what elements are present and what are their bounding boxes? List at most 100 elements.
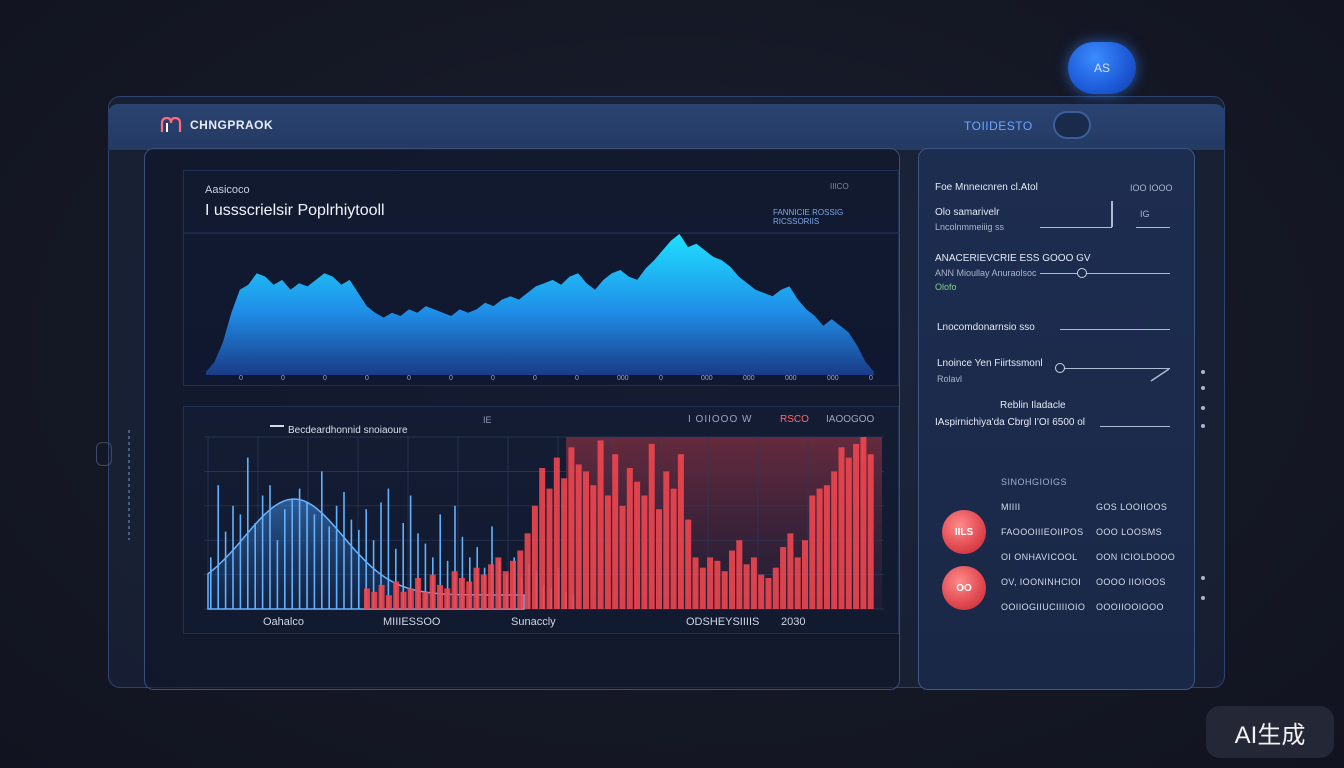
badge-avatar-1-label: IILS bbox=[954, 526, 974, 538]
bar-blue bbox=[269, 485, 271, 609]
row-right: OON ICIOLDOOO bbox=[1096, 552, 1176, 562]
side-item4-title: Lnoince Yen Fiirtssmonl bbox=[937, 358, 1043, 369]
bar-red bbox=[823, 485, 830, 609]
bar-red bbox=[480, 574, 487, 609]
bar-red bbox=[561, 478, 568, 609]
row-left: OOIIOGIIUCIIIIOIO bbox=[1001, 602, 1086, 612]
chart1-title: I ussscrielsir Poplrhiytooll bbox=[205, 202, 385, 219]
x-tick-label: 0 bbox=[533, 375, 537, 382]
bar-red bbox=[677, 454, 684, 609]
side-item5-title: Reblin Iladacle bbox=[1000, 400, 1066, 411]
slider-track[interactable] bbox=[1060, 329, 1170, 330]
slider-track[interactable] bbox=[1136, 227, 1170, 228]
bar-red bbox=[400, 591, 407, 609]
x-tick-label: 000 bbox=[827, 375, 839, 382]
bar-red bbox=[816, 488, 823, 609]
bar-red bbox=[415, 578, 422, 609]
bar-blue bbox=[350, 519, 353, 609]
bar-red bbox=[502, 571, 509, 609]
bar-red bbox=[553, 457, 560, 609]
chart2-right-red[interactable]: RSCO bbox=[780, 414, 809, 425]
side-item1-sub: Lncolnmmeiiig ss bbox=[935, 222, 1005, 232]
bar-red bbox=[721, 571, 728, 609]
bar-red bbox=[531, 505, 538, 609]
brand-logo-icon bbox=[160, 117, 182, 132]
footer-label-5: 2030 bbox=[781, 616, 806, 628]
bar-blue bbox=[439, 514, 441, 609]
side-header-left: Foe Mnneıcnren cl.Atol bbox=[935, 182, 1038, 193]
bar-red bbox=[495, 557, 502, 609]
bar-red bbox=[831, 471, 838, 609]
bar-blue bbox=[328, 526, 330, 609]
side-item1-value: IG bbox=[1140, 209, 1150, 219]
right-rail-dots bbox=[1201, 370, 1205, 600]
bar-red bbox=[583, 471, 589, 609]
bar-red bbox=[714, 560, 721, 609]
badge-avatar-2[interactable]: OO bbox=[942, 566, 986, 610]
bar-blue bbox=[284, 509, 286, 609]
bar-red bbox=[670, 488, 677, 609]
bar-blue bbox=[210, 557, 212, 609]
bar-red bbox=[794, 557, 801, 609]
rail-icon[interactable] bbox=[96, 442, 112, 466]
bar-blue bbox=[224, 531, 227, 609]
side-item5-sub: IAspirnichiya'da Cbrgl I'OI 6500 ol bbox=[935, 417, 1086, 428]
bar-red bbox=[364, 588, 370, 609]
footer-label-1: Oahalco bbox=[263, 616, 304, 628]
header-bar bbox=[108, 104, 1225, 150]
header-toggle[interactable] bbox=[1053, 111, 1091, 139]
bar-blue bbox=[335, 505, 338, 609]
chart-bar-panel bbox=[183, 406, 899, 634]
bar-red bbox=[604, 495, 611, 609]
bar-red bbox=[634, 481, 641, 609]
bar-red bbox=[736, 540, 743, 609]
row-right: GOS LOOIIOOS bbox=[1096, 502, 1168, 512]
slider-knob[interactable] bbox=[1055, 363, 1065, 373]
bar-red bbox=[743, 564, 750, 609]
bar-red bbox=[699, 567, 706, 609]
slider-knob[interactable] bbox=[1077, 268, 1087, 278]
x-tick-label: 0 bbox=[575, 375, 579, 382]
bar-blue bbox=[380, 502, 382, 609]
watermark: AI生成 bbox=[1206, 706, 1334, 758]
bar-red bbox=[780, 547, 787, 609]
bar-red bbox=[466, 581, 473, 609]
bar-blue bbox=[306, 502, 308, 609]
row-right: OOOIIOOIOOO bbox=[1096, 602, 1164, 612]
badge-avatar-1[interactable]: IILS bbox=[942, 510, 986, 554]
bar-blue bbox=[409, 495, 412, 609]
bar-blue bbox=[358, 529, 360, 609]
x-tick-label: 0 bbox=[449, 375, 453, 382]
bar-red bbox=[385, 595, 392, 609]
header-link[interactable]: TOIIDESTO bbox=[964, 119, 1033, 133]
slider-track[interactable] bbox=[1060, 368, 1170, 369]
slider-track[interactable] bbox=[1040, 273, 1170, 274]
x-tick-label: 0 bbox=[239, 375, 243, 382]
bar-red bbox=[451, 571, 458, 609]
avatar[interactable]: AS bbox=[1068, 42, 1136, 94]
chart1-legend-c: IIICO bbox=[830, 182, 849, 191]
slider-track[interactable] bbox=[1100, 426, 1170, 427]
slider-track[interactable] bbox=[1040, 227, 1112, 228]
bar-blue bbox=[239, 514, 242, 609]
chart2-right-label: I OIIOOO W bbox=[688, 414, 753, 425]
side-item2-sub: ANN Mioullay Anuraolsoc bbox=[935, 268, 1037, 278]
bar-red bbox=[685, 519, 692, 609]
bar-blue bbox=[254, 523, 256, 609]
bar-blue bbox=[291, 498, 293, 609]
bar-blue bbox=[343, 492, 345, 609]
bar-red bbox=[510, 560, 516, 609]
side-item4-sub: Rolavl bbox=[937, 374, 963, 384]
slider-marker bbox=[1111, 201, 1113, 227]
x-tick-label: 000 bbox=[785, 375, 797, 382]
footer-label-3: Sunaccly bbox=[511, 616, 556, 628]
bar-red bbox=[772, 567, 779, 609]
brand-name[interactable]: CHNGPRAOK bbox=[190, 118, 274, 132]
chart1-legend: FANNICIE ROSSIG RICSSORIIS bbox=[773, 208, 843, 226]
bar-red bbox=[619, 505, 626, 609]
side-item2-title: ANACERIEVCRIE ESS GOOO GV bbox=[935, 253, 1091, 264]
bar-red bbox=[612, 454, 619, 609]
bar-blue bbox=[247, 457, 249, 609]
bar-blue bbox=[417, 533, 419, 609]
bar-red bbox=[758, 574, 765, 609]
